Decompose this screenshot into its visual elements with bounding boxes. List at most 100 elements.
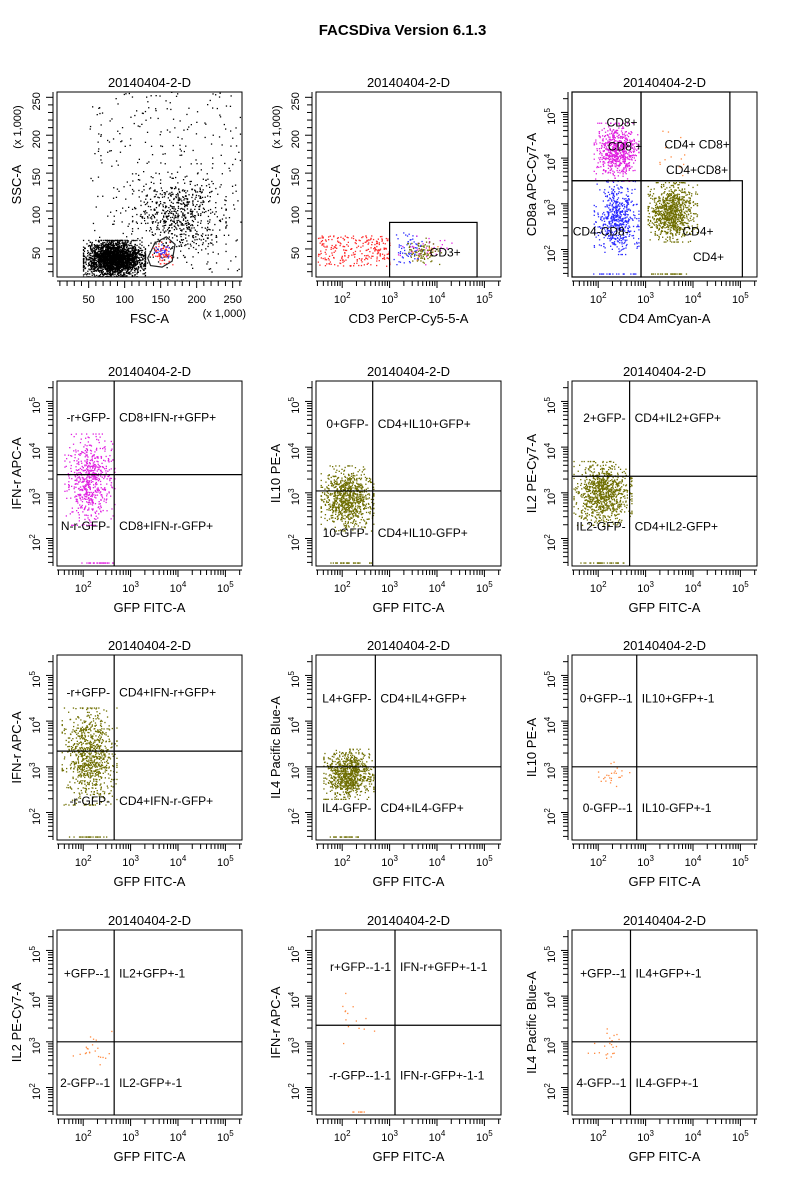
event-dot bbox=[194, 184, 196, 187]
event-dot bbox=[110, 249, 112, 251]
event-dot bbox=[117, 267, 119, 269]
event-dot bbox=[125, 198, 127, 200]
event-dot bbox=[612, 133, 614, 136]
event-dot bbox=[101, 243, 103, 246]
event-dot bbox=[611, 213, 614, 215]
event-dot bbox=[120, 251, 122, 253]
event-dot bbox=[397, 238, 399, 240]
event-dot bbox=[192, 216, 194, 218]
event-dot bbox=[131, 263, 133, 265]
event-dot bbox=[184, 216, 186, 218]
event-dot bbox=[183, 218, 185, 220]
event-dot bbox=[612, 155, 614, 157]
event-dot bbox=[129, 272, 131, 274]
event-dot bbox=[127, 268, 129, 271]
event-dot bbox=[186, 228, 188, 230]
event-dot bbox=[151, 218, 153, 220]
event-dot bbox=[328, 255, 331, 257]
event-dot bbox=[171, 254, 173, 257]
event-dot bbox=[175, 227, 177, 229]
y-tick-label: 200 bbox=[290, 130, 302, 148]
event-dot bbox=[603, 127, 605, 130]
event-dot bbox=[115, 210, 118, 212]
event-dot bbox=[617, 140, 619, 143]
event-dot bbox=[418, 247, 420, 250]
event-dot bbox=[216, 107, 218, 110]
event-dot bbox=[106, 252, 108, 254]
event-dot bbox=[196, 211, 198, 213]
event-dot bbox=[628, 155, 631, 157]
event-dot bbox=[205, 240, 207, 242]
event-dot bbox=[94, 252, 97, 254]
event-dot bbox=[118, 190, 120, 192]
event-dot bbox=[107, 251, 109, 253]
event-dot bbox=[103, 274, 105, 276]
event-dot bbox=[324, 239, 327, 241]
event-dot bbox=[135, 253, 137, 255]
event-dot bbox=[104, 272, 106, 274]
event-dot bbox=[620, 249, 623, 251]
event-dot bbox=[621, 219, 623, 221]
event-dot bbox=[632, 154, 635, 156]
event-dot bbox=[626, 187, 629, 190]
event-dot bbox=[131, 266, 133, 268]
event-dot bbox=[626, 157, 628, 159]
event-dot bbox=[161, 193, 163, 196]
event-dot bbox=[144, 253, 147, 256]
event-dot bbox=[426, 254, 428, 257]
event-dot bbox=[220, 184, 222, 186]
event-dot bbox=[141, 265, 143, 267]
event-dot bbox=[607, 157, 609, 160]
event-dot bbox=[165, 215, 167, 217]
event-dot bbox=[620, 239, 622, 242]
event-dot bbox=[170, 108, 172, 111]
event-dot bbox=[91, 245, 93, 247]
event-dot bbox=[437, 250, 439, 252]
event-dot bbox=[412, 260, 414, 262]
event-dot bbox=[107, 250, 109, 252]
event-dot bbox=[353, 254, 355, 256]
event-dot bbox=[630, 131, 632, 133]
event-dot bbox=[105, 247, 107, 249]
event-dot bbox=[97, 246, 99, 248]
x-axis-label: FSC-A bbox=[130, 311, 169, 326]
event-dot bbox=[82, 239, 85, 242]
y-tick-label: 100 bbox=[31, 206, 43, 224]
event-dot bbox=[96, 247, 98, 249]
event-dot bbox=[134, 245, 136, 247]
event-dot bbox=[613, 141, 615, 143]
event-dot bbox=[179, 166, 181, 168]
event-dot bbox=[198, 208, 200, 210]
event-dot bbox=[337, 240, 339, 242]
event-dot bbox=[625, 142, 627, 145]
event-dot bbox=[110, 211, 112, 213]
event-dot bbox=[630, 145, 632, 147]
rectangle-gate[interactable] bbox=[389, 221, 478, 278]
event-dot bbox=[100, 124, 102, 126]
event-dot bbox=[412, 252, 414, 255]
event-dot bbox=[88, 239, 90, 242]
event-dot bbox=[126, 251, 129, 254]
event-dot bbox=[609, 149, 612, 151]
event-dot bbox=[411, 250, 413, 252]
event-dot bbox=[418, 242, 420, 245]
event-dot bbox=[179, 144, 181, 146]
event-dot bbox=[210, 191, 212, 193]
event-dot bbox=[330, 263, 332, 265]
event-dot bbox=[131, 267, 133, 269]
event-dot bbox=[190, 245, 192, 247]
event-dot bbox=[170, 212, 173, 214]
event-dot bbox=[129, 264, 131, 266]
event-dot bbox=[175, 196, 177, 198]
event-dot bbox=[139, 179, 141, 181]
event-dot bbox=[608, 160, 611, 162]
event-dot bbox=[610, 160, 612, 163]
event-dot bbox=[117, 265, 119, 267]
event-dot bbox=[206, 263, 208, 265]
event-dot bbox=[620, 170, 623, 173]
polygon-gate[interactable] bbox=[147, 236, 176, 268]
event-dot bbox=[206, 230, 208, 232]
event-dot bbox=[110, 251, 112, 253]
event-dot bbox=[160, 145, 162, 147]
event-dot bbox=[194, 218, 196, 220]
